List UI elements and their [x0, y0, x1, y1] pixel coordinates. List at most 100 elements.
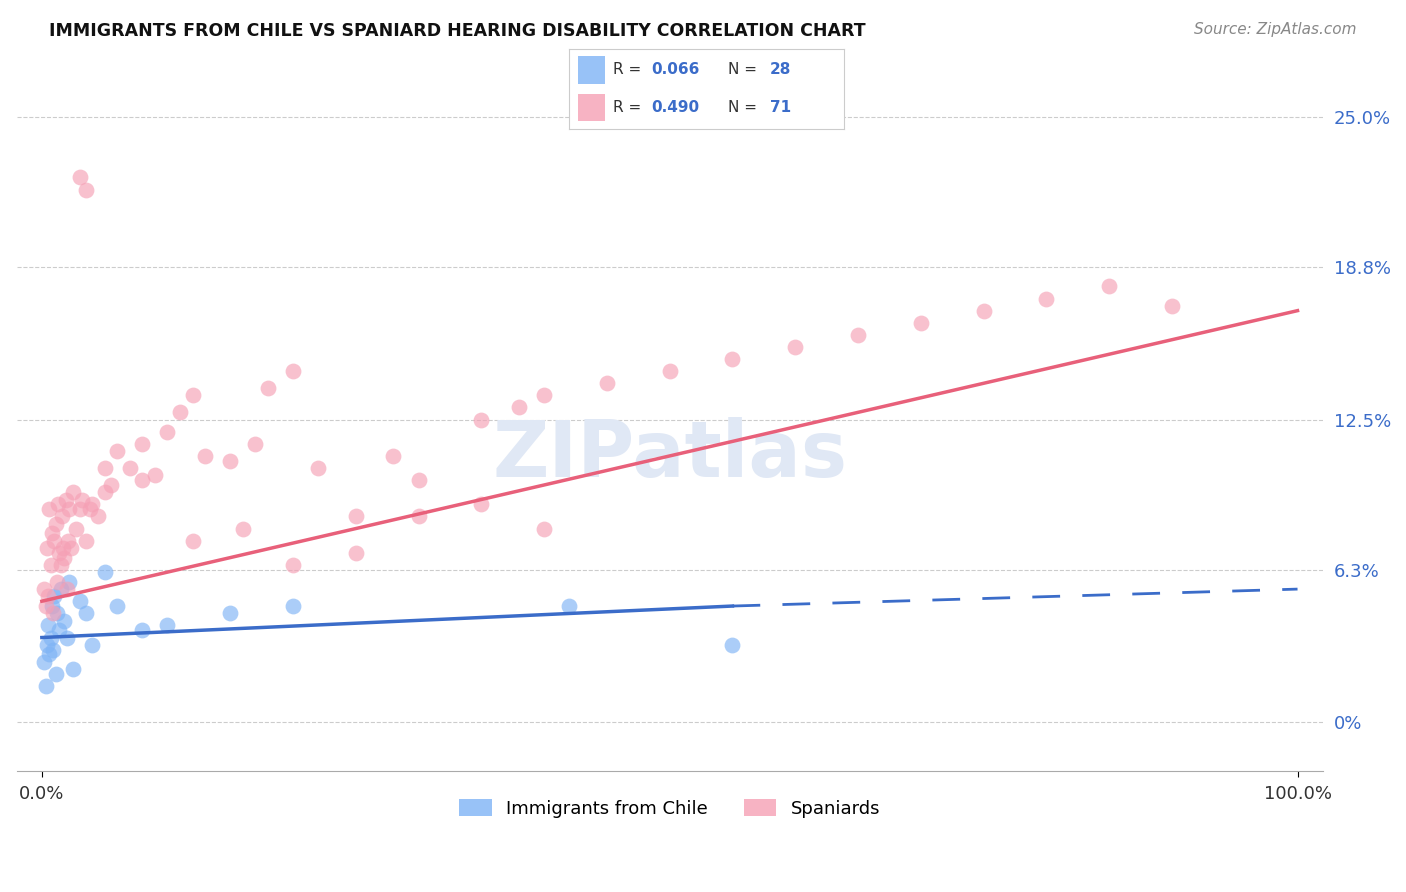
Text: Source: ZipAtlas.com: Source: ZipAtlas.com — [1194, 22, 1357, 37]
Point — [93, 565, 115, 579]
Point — [58, 533, 80, 548]
Point — [105, 599, 128, 613]
Point — [44, 590, 66, 604]
Point — [80, 497, 103, 511]
Point — [39, 631, 62, 645]
Point — [194, 449, 217, 463]
Point — [58, 502, 80, 516]
Bar — [578, 94, 605, 121]
Point — [52, 541, 75, 555]
Point — [1161, 299, 1184, 313]
Text: N =: N = — [728, 100, 762, 115]
Point — [34, 599, 56, 613]
Text: 71: 71 — [769, 100, 790, 115]
Point — [87, 509, 110, 524]
Text: N =: N = — [728, 62, 762, 78]
Point — [38, 502, 60, 516]
Point — [232, 522, 254, 536]
Point — [156, 425, 179, 439]
Point — [51, 509, 73, 524]
Point — [59, 541, 82, 555]
Point — [846, 327, 869, 342]
Point — [169, 405, 191, 419]
Point — [408, 473, 430, 487]
Point — [35, 638, 58, 652]
Point — [49, 582, 72, 596]
Text: 0.490: 0.490 — [652, 100, 700, 115]
Point — [1035, 292, 1057, 306]
Point — [62, 485, 84, 500]
Point — [281, 599, 304, 613]
Point — [245, 437, 267, 451]
Point — [118, 461, 141, 475]
Point — [181, 533, 204, 548]
Point — [721, 638, 744, 652]
Point — [79, 502, 101, 516]
Point — [65, 522, 87, 536]
Legend: Immigrants from Chile, Spaniards: Immigrants from Chile, Spaniards — [451, 792, 887, 825]
Point — [46, 497, 69, 511]
Point — [219, 607, 242, 621]
Point — [69, 594, 91, 608]
Point — [53, 614, 76, 628]
Point — [37, 590, 59, 604]
Point — [41, 599, 63, 613]
Point — [344, 509, 367, 524]
Text: 28: 28 — [769, 62, 792, 78]
Point — [382, 449, 405, 463]
Point — [56, 631, 79, 645]
Point — [62, 662, 84, 676]
Point — [80, 638, 103, 652]
Point — [45, 516, 67, 531]
Point — [75, 183, 97, 197]
Point — [48, 624, 70, 638]
Point — [281, 558, 304, 572]
Point — [55, 492, 77, 507]
Point — [39, 558, 62, 572]
Point — [533, 522, 555, 536]
Point — [181, 388, 204, 402]
Point — [70, 492, 93, 507]
Point — [408, 509, 430, 524]
Point — [131, 624, 153, 638]
Point — [53, 550, 76, 565]
Point — [721, 352, 744, 367]
Point — [69, 170, 91, 185]
Point — [508, 401, 530, 415]
Point — [35, 541, 58, 555]
Point — [34, 679, 56, 693]
Point — [58, 574, 80, 589]
Point — [37, 618, 59, 632]
Point — [219, 454, 242, 468]
Point — [131, 437, 153, 451]
Point — [131, 473, 153, 487]
Point — [533, 388, 555, 402]
Point — [100, 478, 122, 492]
Point — [973, 303, 995, 318]
Point — [785, 340, 807, 354]
Point — [143, 468, 166, 483]
Point — [49, 558, 72, 572]
Point — [344, 546, 367, 560]
Text: ZIPatlas: ZIPatlas — [492, 417, 848, 492]
Point — [38, 648, 60, 662]
Point — [1098, 279, 1121, 293]
Point — [56, 582, 79, 596]
Point — [75, 607, 97, 621]
Point — [307, 461, 329, 475]
Point — [42, 607, 65, 621]
Point — [93, 485, 115, 500]
Text: 0.066: 0.066 — [652, 62, 700, 78]
Point — [470, 412, 492, 426]
Point — [93, 461, 115, 475]
Point — [281, 364, 304, 378]
Point — [658, 364, 681, 378]
Point — [558, 599, 581, 613]
Point — [44, 533, 66, 548]
Point — [34, 582, 56, 596]
Point — [48, 546, 70, 560]
Point — [257, 381, 280, 395]
Point — [45, 666, 67, 681]
Point — [910, 316, 932, 330]
Point — [105, 444, 128, 458]
